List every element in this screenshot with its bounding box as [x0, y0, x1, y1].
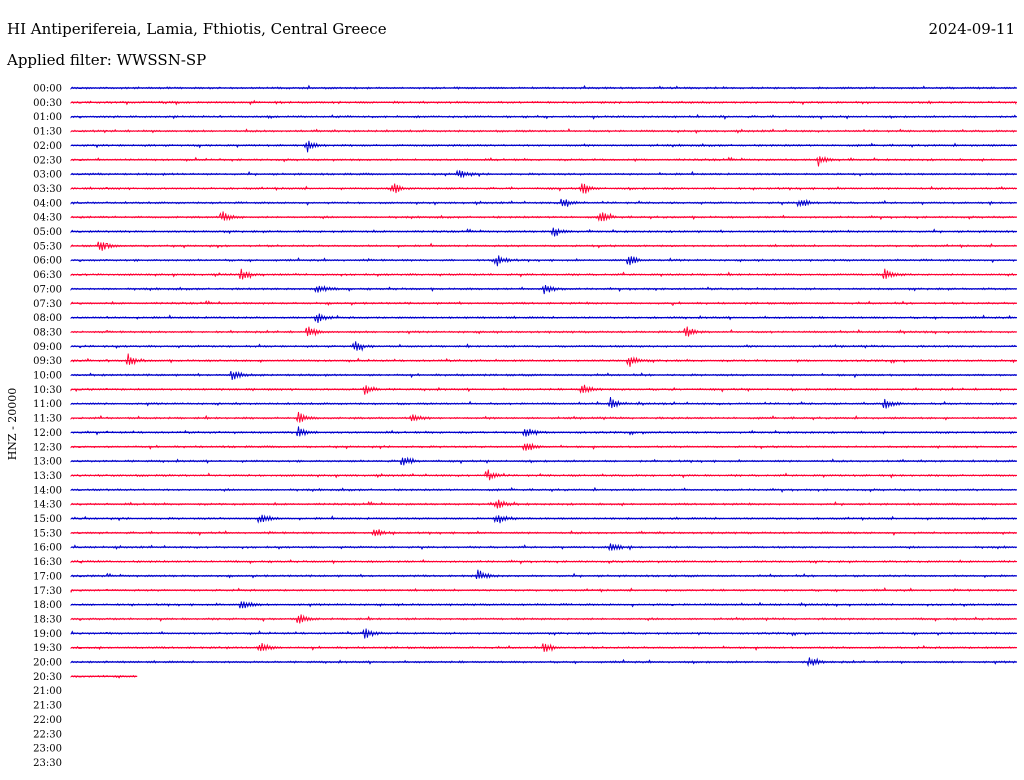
row-time-label: 05:00 — [33, 227, 62, 238]
row-time-label: 02:30 — [33, 155, 62, 166]
row-time-label: 12:30 — [33, 442, 62, 453]
row-time-label: 07:00 — [33, 284, 62, 295]
trace-row — [70, 426, 1017, 437]
row-time-label: 16:00 — [33, 543, 62, 554]
row-time-label: 00:00 — [33, 84, 62, 95]
row-time-label: 07:30 — [33, 299, 62, 310]
row-time-label: 01:30 — [33, 127, 62, 138]
row-time-label: 02:00 — [33, 141, 62, 152]
row-time-label: 22:00 — [33, 715, 62, 726]
row-time-label: 13:00 — [33, 457, 62, 468]
row-time-label: 06:30 — [33, 270, 62, 281]
seismogram-traces — [70, 84, 1017, 679]
row-time-label: 20:30 — [33, 672, 62, 683]
row-time-label: 21:30 — [33, 701, 62, 712]
row-time-label: 12:00 — [33, 428, 62, 439]
station-title: HI Antiperifereia, Lamia, Fthiotis, Cent… — [7, 20, 387, 38]
row-time-label: 22:30 — [33, 729, 62, 740]
filter-label: Applied filter: WWSSN-SP — [7, 51, 207, 69]
row-time-label: 19:30 — [33, 643, 62, 654]
row-time-label: 11:00 — [33, 399, 62, 410]
row-time-label: 05:30 — [33, 241, 62, 252]
row-time-label: 03:30 — [33, 184, 62, 195]
row-time-label: 21:00 — [33, 686, 62, 697]
row-time-label: 19:00 — [33, 629, 62, 640]
row-time-label: 18:30 — [33, 614, 62, 625]
row-time-label: 00:30 — [33, 98, 62, 109]
row-time-label: 16:30 — [33, 557, 62, 568]
row-time-label: 23:00 — [33, 744, 62, 755]
row-time-label: 23:30 — [33, 758, 62, 769]
row-time-label: 10:00 — [33, 371, 62, 382]
trace-row — [70, 285, 1017, 295]
trace-row — [70, 396, 1017, 409]
row-time-label: 10:30 — [33, 385, 62, 396]
row-time-label: 15:30 — [33, 528, 62, 539]
row-time-label: 03:00 — [33, 170, 62, 181]
trace-row — [70, 155, 1017, 167]
date-label: 2024-09-11 — [928, 20, 1015, 38]
trace-row — [70, 569, 1017, 580]
row-time-label: 14:30 — [33, 500, 62, 511]
y-axis-label: HNZ - 20000 — [6, 388, 19, 461]
trace-row — [70, 313, 1017, 323]
row-time-label: 09:00 — [33, 342, 62, 353]
row-time-label: 17:00 — [33, 571, 62, 582]
row-time-label: 06:00 — [33, 256, 62, 267]
row-time-label: 15:00 — [33, 514, 62, 525]
row-time-label: 08:30 — [33, 327, 62, 338]
row-labels: 00:00 00:30 01:00 01:30 02:00 02:30 03:00 03:30… — [33, 84, 62, 769]
row-time-label: 01:00 — [33, 112, 62, 123]
row-time-label: 11:30 — [33, 414, 62, 425]
row-time-label: 18:00 — [33, 600, 62, 611]
trace-row — [70, 211, 1017, 222]
row-time-label: 04:30 — [33, 213, 62, 224]
row-time-label: 09:30 — [33, 356, 62, 367]
trace-row — [70, 411, 1017, 423]
trace-row — [70, 140, 1017, 153]
row-time-label: 14:00 — [33, 485, 62, 496]
row-time-label: 20:00 — [33, 658, 62, 669]
row-time-label: 04:00 — [33, 198, 62, 209]
row-time-label: 17:30 — [33, 586, 62, 597]
row-time-label: 13:30 — [33, 471, 62, 482]
row-time-label: 08:00 — [33, 313, 62, 324]
